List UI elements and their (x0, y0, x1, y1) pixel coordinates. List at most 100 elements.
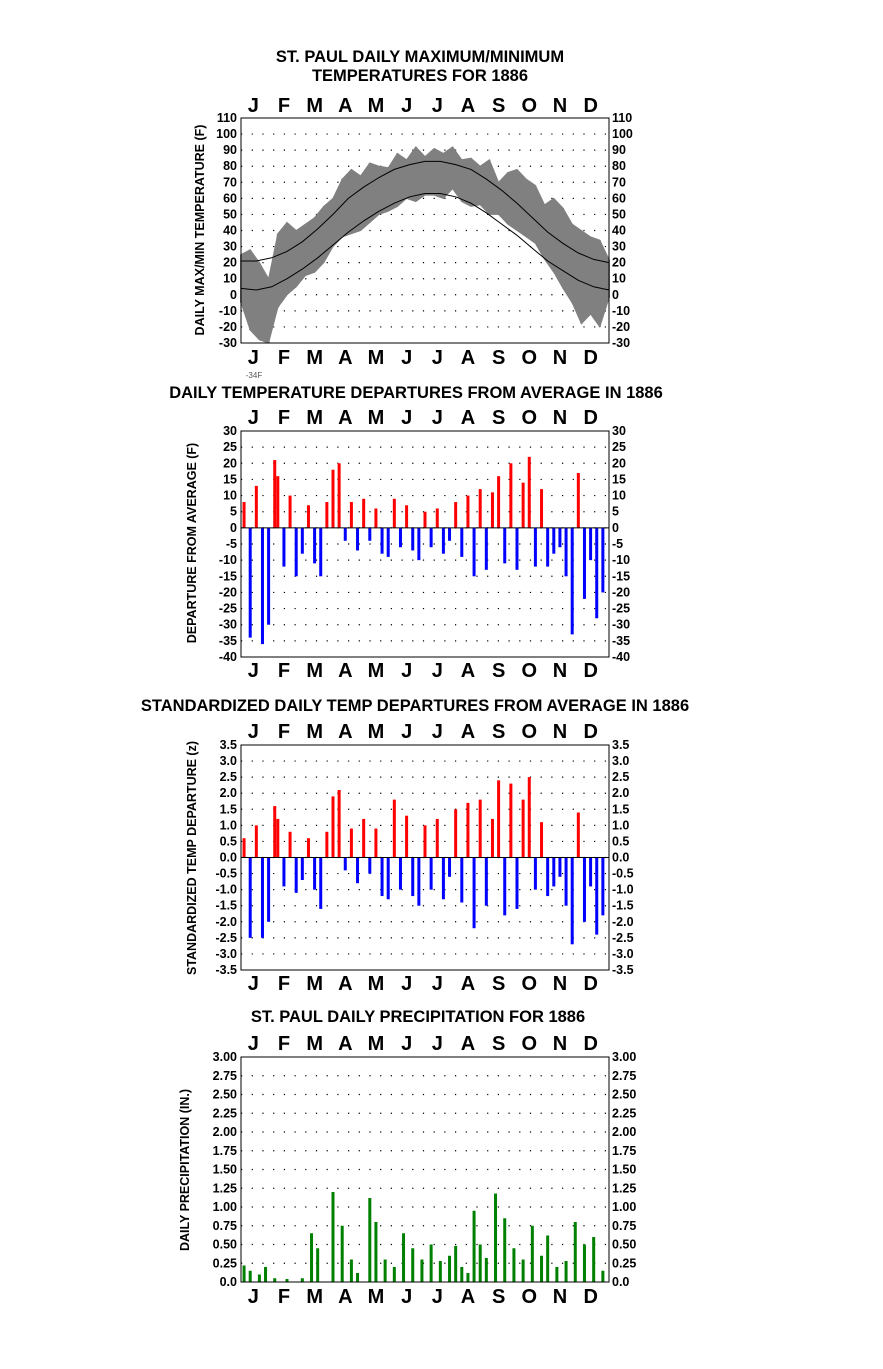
precip-ytick-left: 2.50 (213, 1088, 237, 1102)
temps-month-top-11: D (583, 95, 597, 117)
temps-ytick-right: 50 (612, 207, 626, 221)
departure-bar (509, 463, 513, 528)
departures-month-bottom-10: N (553, 660, 567, 682)
departures-month-bottom-5: J (401, 660, 412, 682)
departure-bar (392, 498, 396, 528)
standardized-bar (325, 831, 329, 858)
departure-bar (282, 527, 286, 567)
temps-month-top-9: O (522, 95, 538, 117)
standardized-month-top-4: M (368, 721, 385, 743)
precip-bar (264, 1267, 268, 1282)
temps-month-bottom-2: M (306, 347, 323, 369)
departures-ytick-right: 20 (612, 456, 626, 470)
departures-month-top-7: A (461, 407, 475, 429)
departure-bar (368, 527, 372, 541)
standardized-month-bottom-3: A (338, 973, 352, 995)
precip-title: ST. PAUL DAILY PRECIPITATION FOR 1886 (251, 1008, 585, 1026)
precip-bar (466, 1273, 470, 1282)
standardized-bar (254, 825, 258, 858)
precip-month-top-8: S (492, 1033, 505, 1055)
departure-bar (374, 508, 378, 528)
departures-ytick-left: 5 (230, 505, 237, 519)
standardized-month-top-2: M (306, 721, 323, 743)
temps-month-top-5: J (401, 95, 412, 117)
precip-bar (285, 1279, 289, 1282)
temps-ytick-left: 40 (223, 224, 237, 238)
standardized-bar (484, 857, 488, 906)
standardized-month-bottom-2: M (306, 973, 323, 995)
departures-ytick-right: -10 (612, 553, 630, 567)
precip-ytick-right: 1.00 (612, 1200, 636, 1214)
standardized-bar (306, 838, 310, 858)
standardized-month-top-3: A (338, 721, 352, 743)
min-temp-annotation: -34F (246, 371, 263, 380)
departure-bar (343, 527, 347, 541)
departure-bar (294, 527, 298, 577)
precip-y-axis-label: DAILY PRECIPITATION (IN.) (178, 1089, 192, 1251)
departures-month-top-4: M (368, 407, 385, 429)
standardized-ytick-right: 1.0 (612, 818, 629, 832)
standardized-bar (386, 857, 390, 900)
precip-month-top-4: M (368, 1033, 385, 1055)
departure-bar (460, 527, 464, 557)
precip-bar (438, 1261, 442, 1282)
standardized-bar (509, 783, 513, 858)
precip-bar (454, 1246, 458, 1282)
standardized-month-top-6: J (432, 721, 443, 743)
standardized-ytick-left: -1.5 (215, 899, 237, 913)
precip-ytick-right: 1.75 (612, 1144, 636, 1158)
precip-bar (601, 1270, 605, 1282)
precip-month-bottom-11: D (583, 1286, 597, 1308)
standardized-ytick-left: 3.0 (220, 754, 237, 768)
standardized-bar (242, 838, 246, 858)
temps-ytick-left: -30 (219, 336, 237, 350)
standardized-ytick-right: -3.0 (612, 947, 634, 961)
precip-bar (310, 1233, 314, 1282)
temps-ytick-right: 40 (612, 224, 626, 238)
normal-low-line (240, 193, 610, 291)
precip-bar (257, 1274, 261, 1282)
temps-month-bottom-7: A (461, 347, 475, 369)
temps-month-top-0: J (248, 95, 259, 117)
standardized-bar (380, 857, 384, 897)
precip-month-bottom-5: J (401, 1286, 412, 1308)
departure-bar (454, 502, 458, 528)
standardized-bar (527, 777, 531, 858)
standardized-bar (472, 857, 476, 929)
departures-ytick-left: 25 (223, 440, 237, 454)
temps-y-axis-label: DAILY MAX/MIN TEMPERATURE (F) (193, 125, 207, 336)
standardized-ytick-left: -2.5 (215, 931, 237, 945)
temps-month-bottom-10: N (553, 347, 567, 369)
temps-month-bottom-11: D (583, 347, 597, 369)
precip-bar (564, 1261, 568, 1282)
standardized-ytick-right: -2.0 (612, 915, 634, 929)
standardized-bar (319, 857, 323, 909)
temps-month-top-1: F (278, 95, 290, 117)
departure-bar (435, 508, 439, 528)
precip-month-top-2: M (306, 1033, 323, 1055)
departures-ytick-left: -10 (219, 553, 237, 567)
standardized-ytick-right: 0.0 (612, 851, 629, 865)
departures-ytick-left: 0 (230, 521, 237, 535)
temps-month-top-3: A (338, 95, 352, 117)
departures-month-top-6: J (432, 407, 443, 429)
standardized-title: STANDARDIZED DAILY TEMP DEPARTURES FROM … (141, 697, 689, 715)
departures-month-top-3: A (338, 407, 352, 429)
precip-bar (300, 1278, 304, 1282)
standardized-month-bottom-11: D (583, 973, 597, 995)
departure-bar (242, 502, 246, 528)
temps-title-line-2: TEMPERATURES FOR 1886 (312, 67, 528, 85)
precip-month-top-11: D (583, 1033, 597, 1055)
precip-panel: 3.00 3.00 2.75 2.75 2.50 2.50 2.25 2.25 2.00 2.00… (213, 1033, 637, 1308)
departures-month-top-5: J (401, 407, 412, 429)
precip-ytick-right: 0.25 (612, 1256, 636, 1270)
standardized-bar (392, 799, 396, 858)
departure-bar (398, 527, 402, 548)
departure-bar (527, 456, 531, 528)
standardized-ytick-left: -3.0 (215, 947, 237, 961)
departures-ytick-left: 10 (223, 489, 237, 503)
precip-bar (316, 1248, 320, 1282)
departures-ytick-right: -20 (612, 585, 630, 599)
departure-bar (490, 492, 494, 528)
departures-month-bottom-11: D (583, 660, 597, 682)
